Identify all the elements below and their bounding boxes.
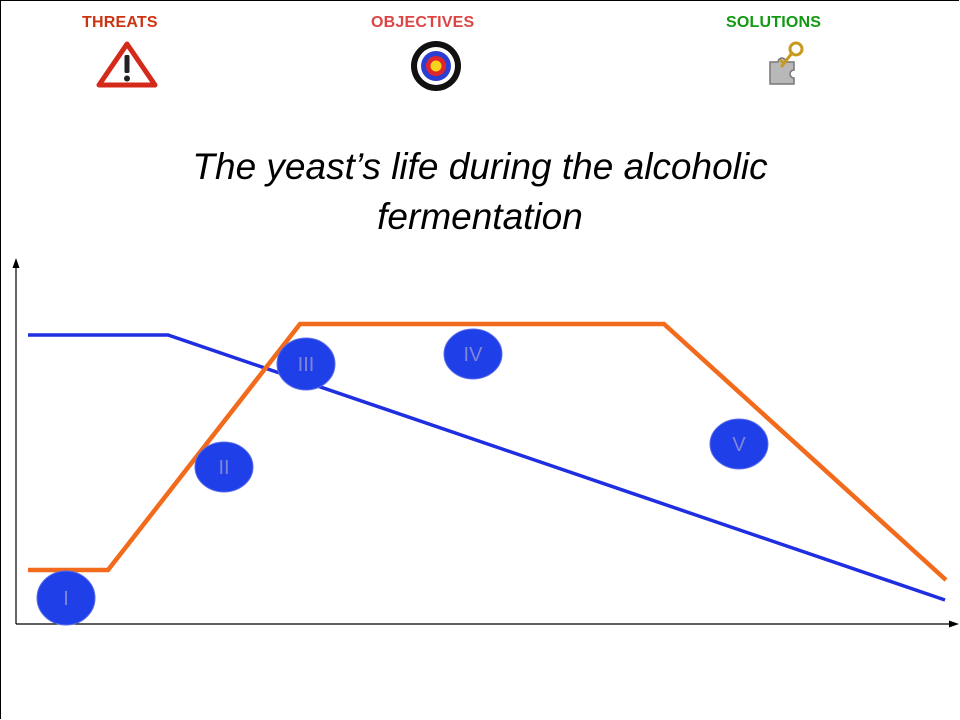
slide-title: The yeast’s life during the alcoholic fe…: [80, 142, 880, 242]
stage-label: II: [218, 457, 229, 479]
blue-curve: [28, 333, 946, 602]
stage-label: I: [63, 588, 69, 610]
stage-marker-1: I: [36, 570, 96, 626]
nav-solutions[interactable]: SOLUTIONS: [726, 14, 822, 31]
nav-threats[interactable]: THREATS: [82, 14, 158, 31]
target-icon[interactable]: [410, 40, 462, 92]
y-axis-arrow: [12, 258, 20, 268]
title-line-2: fermentation: [377, 196, 583, 237]
stage-label: III: [298, 354, 315, 376]
stage-marker-3: III: [276, 337, 336, 391]
title-line-1: The yeast’s life during the alcoholic: [192, 146, 768, 187]
stage-label: IV: [464, 344, 484, 366]
stage-marker-2: II: [194, 441, 254, 493]
stage-marker-5: V: [709, 418, 769, 470]
nav-objectives[interactable]: OBJECTIVES: [371, 14, 475, 31]
puzzle-key-icon[interactable]: [760, 40, 808, 88]
stage-label: V: [732, 434, 746, 456]
x-axis-arrow: [949, 620, 959, 628]
stage-marker-4: IV: [443, 328, 503, 380]
warning-icon[interactable]: [96, 40, 158, 88]
orange-curve: [28, 321, 948, 582]
